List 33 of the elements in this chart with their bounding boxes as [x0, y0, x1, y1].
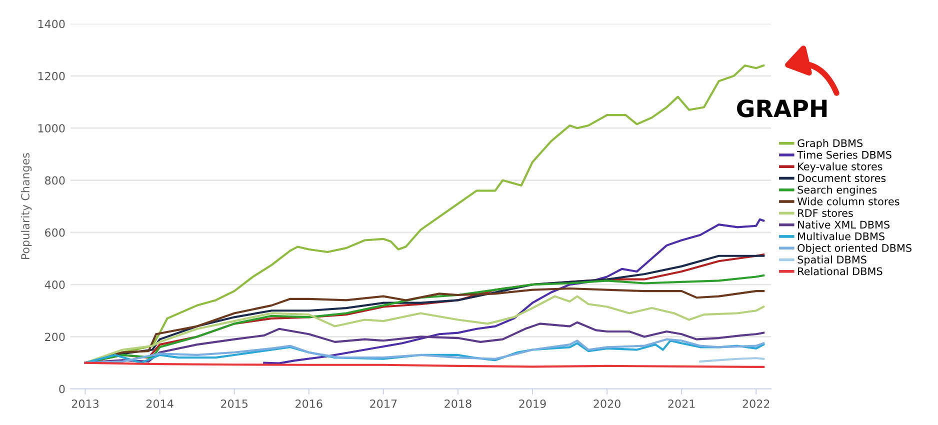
- x-tick-label: 2014: [146, 399, 174, 408]
- y-tick-label: 0: [59, 384, 65, 394]
- x-tick-label: 2022: [742, 399, 770, 408]
- legend-label: Search engines: [798, 186, 877, 196]
- legend-label: Multivalue DBMS: [798, 232, 884, 240]
- y-tick-label: 1200: [38, 72, 65, 80]
- legend-label: Spatial DBMS: [798, 255, 866, 266]
- x-tick-label: 2019: [519, 399, 546, 408]
- legend-label: Relational DBMS: [798, 267, 882, 276]
- legend-label: Native XML DBMS: [798, 220, 890, 229]
- legend-label: RDF stores: [798, 209, 853, 217]
- y-tick-label: 800: [45, 176, 65, 185]
- legend-label: Graph DBMS: [798, 139, 863, 150]
- legend-label: Document stores: [798, 174, 886, 182]
- y-tick-label: 1400: [38, 20, 65, 28]
- y-tick-label: 600: [45, 228, 65, 237]
- x-tick-label: 2021: [668, 399, 695, 408]
- legend-label: Key-value stores: [798, 162, 882, 172]
- y-tick-label: 1000: [38, 124, 65, 132]
- x-tick-label: 2016: [296, 399, 322, 408]
- x-tick-label: 2018: [444, 399, 472, 408]
- line-series: [263, 218, 765, 364]
- x-tick-label: 2013: [72, 399, 99, 408]
- annotation: GRAPH: [737, 99, 827, 118]
- y-tick-label: 400: [44, 280, 65, 289]
- legend-label: Wide column stores: [797, 197, 900, 206]
- legend-label: Time Series DBMS: [797, 150, 892, 159]
- x-tick-label: 2017: [370, 399, 397, 408]
- y-axis-title: Popularity Changes: [20, 153, 32, 260]
- legend-label: Object oriented DBMS: [798, 244, 912, 254]
- y-tick-label: 200: [45, 332, 65, 342]
- x-tick-label: 2015: [221, 399, 248, 408]
- x-tick-label: 2020: [594, 399, 620, 408]
